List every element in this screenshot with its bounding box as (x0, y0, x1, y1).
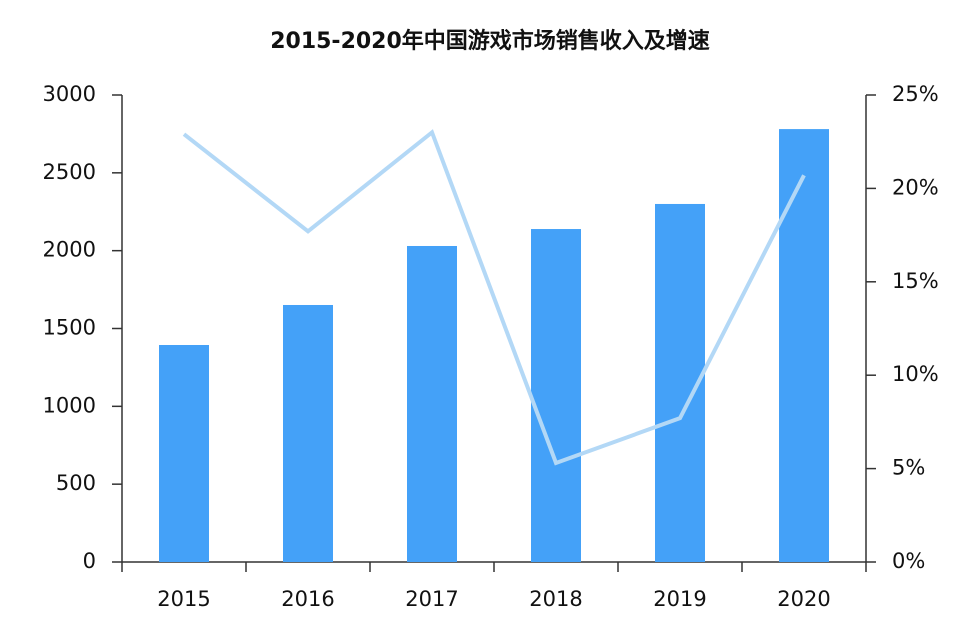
y2-tick-label: 0% (892, 549, 925, 573)
y-tick-label: 3000 (43, 82, 96, 106)
y2-tick-label: 5% (892, 456, 925, 480)
y-tick-label: 500 (56, 471, 96, 495)
bar (159, 345, 209, 562)
y2-tick-label: 10% (892, 362, 939, 386)
x-tick-label: 2019 (653, 587, 706, 611)
y-tick-label: 2500 (43, 160, 96, 184)
chart-title: 2015-2020年中国游戏市场销售收入及增速 (270, 28, 710, 54)
y-tick-label: 1500 (43, 316, 96, 340)
x-tick-label: 2018 (529, 587, 582, 611)
bar (531, 229, 581, 563)
y2-tick-label: 20% (892, 175, 939, 199)
bar (779, 129, 829, 562)
bar (407, 245, 457, 562)
y2-tick-label: 15% (892, 269, 939, 293)
x-tick-label: 2015 (157, 587, 210, 611)
x-tick-label: 2020 (777, 587, 830, 611)
bar (283, 304, 333, 562)
y-tick-label: 2000 (43, 238, 96, 262)
y-tick-label: 1000 (43, 393, 96, 417)
y2-tick-label: 25% (892, 82, 939, 106)
x-tick-label: 2016 (281, 587, 334, 611)
y-tick-label: 0 (83, 549, 96, 573)
line (182, 129, 806, 466)
x-tick-label: 2017 (405, 587, 458, 611)
